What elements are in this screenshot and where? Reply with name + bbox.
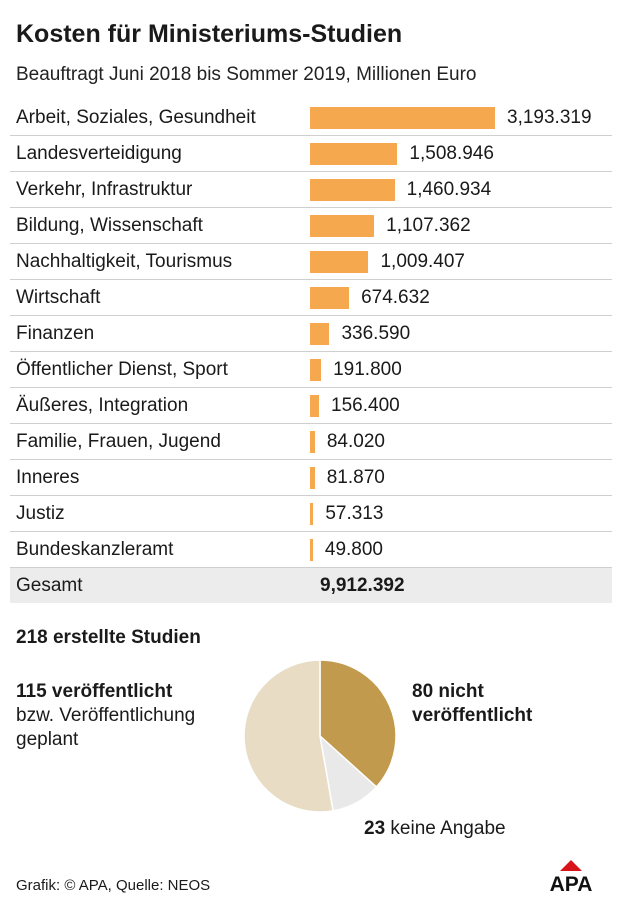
bar-row: Inneres 81.870 bbox=[10, 460, 612, 496]
bar-category-label: Nachhaltigkeit, Tourismus bbox=[16, 251, 233, 272]
bar-value-label: 156.400 bbox=[331, 395, 400, 416]
bar-row: Arbeit, Soziales, Gesundheit 3,193.319 bbox=[10, 100, 612, 136]
bar-value-label: 3,193.319 bbox=[507, 107, 592, 128]
pie-label-published: 115 veröffentlicht bzw. Veröffentlichung… bbox=[16, 680, 195, 752]
bar-value-label: 1,460.934 bbox=[406, 179, 492, 200]
pie-slice bbox=[319, 659, 397, 789]
bar bbox=[310, 431, 315, 453]
bar-row: Wirtschaft 674.632 bbox=[10, 280, 612, 316]
bar-row: Öffentlicher Dienst, Sport 191.800 bbox=[10, 352, 612, 388]
bar-category-label: Bildung, Wissenschaft bbox=[16, 215, 203, 236]
bar bbox=[310, 395, 320, 417]
bar bbox=[310, 287, 350, 309]
bar-category-label: Inneres bbox=[16, 467, 80, 488]
bar-value-label: 674.632 bbox=[361, 287, 430, 308]
pie-label-published-line3: geplant bbox=[16, 729, 79, 750]
apa-logo-triangle bbox=[560, 860, 582, 871]
bar-row: Familie, Frauen, Jugend 84.020 bbox=[10, 424, 612, 460]
bar-row: Bildung, Wissenschaft 1,107.362 bbox=[10, 208, 612, 244]
bar bbox=[310, 503, 314, 525]
bar bbox=[310, 179, 395, 201]
bar-value-label: 81.870 bbox=[326, 467, 385, 488]
pie-label-unpublished: 80 nicht veröffentlicht bbox=[412, 680, 532, 728]
bar bbox=[310, 467, 315, 489]
bar bbox=[310, 107, 495, 129]
bar-category-label: Landesverteidigung bbox=[16, 143, 182, 164]
bar-category-label: Arbeit, Soziales, Gesundheit bbox=[16, 107, 256, 128]
bar-category-label: Finanzen bbox=[16, 323, 95, 344]
bar-category-label: Familie, Frauen, Jugend bbox=[16, 431, 221, 452]
pie-slice bbox=[243, 659, 334, 813]
bar-value-label: 84.020 bbox=[326, 431, 385, 452]
bar bbox=[310, 323, 330, 345]
total-value: 9,912.392 bbox=[320, 575, 405, 596]
bar-value-label: 336.590 bbox=[341, 323, 411, 344]
bar-category-label: Bundeskanzleramt bbox=[16, 539, 174, 560]
pie-label-published-line2: bzw. Veröffentlichung bbox=[16, 705, 196, 726]
bar-row: Justiz 57.313 bbox=[10, 496, 612, 532]
bar-row: Äußeres, Integration 156.400 bbox=[10, 388, 612, 424]
bar-category-label: Wirtschaft bbox=[16, 287, 101, 308]
pie-label-unpublished-line1: 80 nicht bbox=[412, 681, 484, 702]
footer-credit: Grafik: © APA, Quelle: NEOS bbox=[16, 877, 211, 894]
total-label: Gesamt bbox=[16, 575, 83, 596]
chart-title: Kosten für Ministeriums-Studien bbox=[16, 20, 403, 48]
bar-row: Bundeskanzleramt 49.800 bbox=[10, 532, 612, 568]
total-row: Gesamt 9,912.392 bbox=[10, 568, 612, 603]
bar bbox=[310, 539, 313, 561]
bar-row: Finanzen 336.590 bbox=[10, 316, 612, 352]
bar-value-label: 1,107.362 bbox=[386, 215, 471, 236]
apa-logo: APA bbox=[550, 860, 593, 894]
bar-row: Landesverteidigung 1,508.946 bbox=[10, 136, 612, 172]
bar bbox=[310, 143, 398, 165]
bar-chart: Arbeit, Soziales, Gesundheit 3,193.319 Lan… bbox=[10, 100, 612, 603]
bar-category-label: Justiz bbox=[16, 503, 65, 524]
bar-value-label: 191.800 bbox=[333, 359, 402, 380]
bar-value-label: 49.800 bbox=[324, 539, 383, 560]
chart-subtitle: Beauftragt Juni 2018 bis Sommer 2019, Mi… bbox=[16, 64, 477, 85]
pie-label-no-info-text: keine Angabe bbox=[385, 818, 506, 839]
bar-value-label: 1,508.946 bbox=[409, 143, 494, 164]
pie-label-unpublished-line2: veröffentlicht bbox=[412, 705, 533, 726]
pie-label-published-count: 115 veröffentlicht bbox=[16, 681, 173, 702]
bar-value-label: 1,009.407 bbox=[380, 251, 465, 272]
bar-category-label: Öffentlicher Dienst, Sport bbox=[16, 359, 228, 380]
bar-value-label: 57.313 bbox=[325, 503, 384, 524]
bar bbox=[310, 359, 322, 381]
pie-label-no-info: 23 keine Angabe bbox=[364, 818, 506, 840]
bar-category-label: Äußeres, Integration bbox=[16, 395, 189, 416]
pie-chart bbox=[243, 659, 397, 813]
bar bbox=[310, 215, 375, 237]
bar-row: Verkehr, Infrastruktur 1,460.934 bbox=[10, 172, 612, 208]
pie-label-no-info-count: 23 bbox=[364, 818, 386, 839]
bar-row: Nachhaltigkeit, Tourismus 1,009.407 bbox=[10, 244, 612, 280]
bar bbox=[310, 251, 369, 273]
apa-logo-text: APA bbox=[550, 873, 593, 894]
bar-category-label: Verkehr, Infrastruktur bbox=[16, 179, 193, 200]
pie-title: 218 erstellte Studien bbox=[16, 627, 201, 648]
